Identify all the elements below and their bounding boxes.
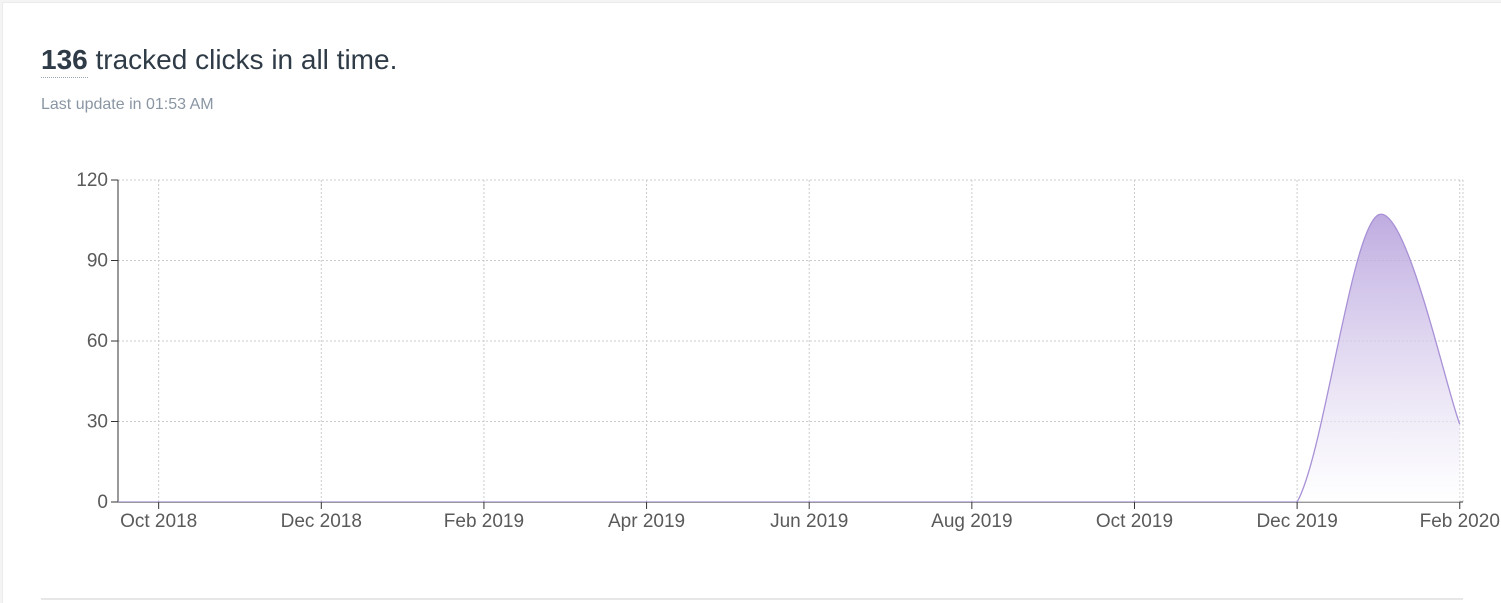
x-tick-label: Feb 2020: [1420, 511, 1500, 532]
chart-grid: [118, 179, 1464, 502]
y-tick-label: 90: [87, 251, 108, 272]
series-area: [118, 214, 1460, 502]
click-count[interactable]: 136: [41, 44, 88, 78]
y-tick-label: 0: [97, 492, 108, 513]
clicks-headline: 136 tracked clicks in all time.: [41, 44, 398, 78]
x-tick-label: Oct 2019: [1096, 511, 1173, 532]
x-tick-label: Dec 2019: [1256, 511, 1337, 532]
x-tick-label: Jun 2019: [770, 511, 848, 532]
clicks-headline-suffix: tracked clicks in all time.: [87, 44, 398, 75]
y-tick-label: 30: [87, 412, 108, 433]
divider: [41, 598, 1463, 600]
x-tick-label: Aug 2019: [931, 511, 1012, 532]
series-line: [118, 213, 1461, 502]
y-axis: 0 30 60 90 120: [76, 170, 119, 513]
y-tick-label: 120: [76, 170, 108, 191]
x-tick-label: Apr 2019: [608, 511, 685, 532]
chart-series: [118, 213, 1461, 502]
x-tick-label: Oct 2018: [120, 511, 197, 532]
last-update-text: Last update in 01:53 AM: [41, 96, 214, 113]
x-tick-label: Feb 2019: [444, 511, 524, 532]
y-tick-label: 60: [87, 331, 108, 352]
x-axis: Oct 2018 Dec 2018 Feb 2019 Apr 2019 Jun 2019…: [118, 501, 1500, 532]
x-tick-label: Dec 2018: [281, 511, 362, 532]
